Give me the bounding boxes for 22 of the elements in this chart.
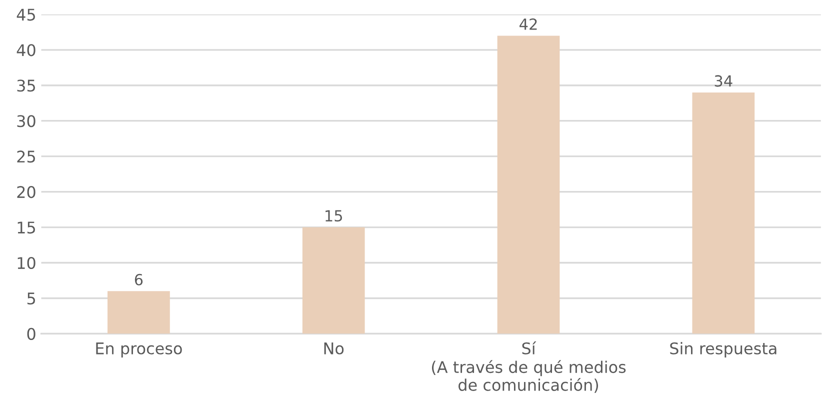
x-tick-label: Sí (A través de qué medios de comunicación) <box>432 341 626 393</box>
data-label: 42 <box>520 18 537 30</box>
bar <box>302 227 365 334</box>
data-label: 6 <box>134 274 143 286</box>
y-tick-label: 5 <box>27 292 35 305</box>
bar <box>497 36 560 334</box>
data-label: 15 <box>326 210 342 222</box>
x-tick-label: Sin respuesta <box>670 342 776 358</box>
bar <box>692 92 755 334</box>
y-tick-label: 40 <box>16 44 36 56</box>
y-tick-label: 25 <box>17 150 35 163</box>
y-tick-label: 30 <box>17 115 36 128</box>
y-tick-label: 10 <box>18 256 36 270</box>
data-label: 34 <box>714 75 732 87</box>
y-tick-label: 0 <box>27 328 36 340</box>
bar <box>108 291 170 334</box>
y-tick-label: 20 <box>17 186 36 198</box>
y-tick-label: 35 <box>17 80 35 92</box>
y-tick-label: 45 <box>16 8 35 21</box>
x-tick-label: En proceso <box>96 342 182 358</box>
y-tick-label: 15 <box>18 222 35 234</box>
x-tick-label: No <box>324 342 344 354</box>
